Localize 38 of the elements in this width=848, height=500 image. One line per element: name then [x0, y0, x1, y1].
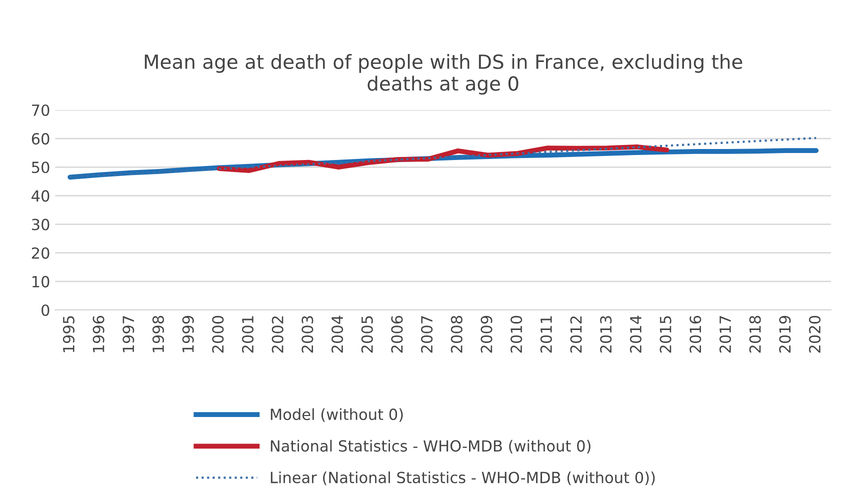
legend-label: National Statistics - WHO-MDB (without 0) — [270, 440, 590, 454]
x-tick-label: 1995 — [62, 316, 74, 352]
x-tick-label: 2004 — [332, 316, 344, 353]
y-tick-label: 70 — [32, 104, 50, 116]
legend-label: Model (without 0) — [270, 408, 403, 422]
x-tick-label: 2016 — [690, 316, 702, 353]
x-tick-label: 2011 — [540, 316, 552, 353]
x-tick-label: 1999 — [182, 316, 194, 352]
x-tick-label: 2017 — [719, 316, 732, 353]
x-tick-label: 2000 — [212, 316, 224, 353]
x-tick-label: 2009 — [480, 316, 492, 353]
x-tick-label: 2005 — [361, 316, 373, 353]
y-tick-label: 50 — [32, 162, 50, 174]
x-tick-label: 1998 — [152, 316, 164, 352]
y-tick-label: 20 — [32, 247, 50, 259]
x-tick-label: 2002 — [272, 316, 284, 353]
x-tick-label: 2007 — [421, 316, 433, 353]
y-tick-label: 30 — [32, 218, 50, 230]
y-tick-label: 10 — [32, 276, 50, 288]
x-tick-label: 2008 — [450, 316, 462, 353]
x-tick-label: 2014 — [630, 316, 642, 353]
y-tick-label: 40 — [32, 190, 50, 202]
x-tick-label: 2018 — [749, 316, 761, 353]
x-tick-label: 2001 — [242, 316, 254, 353]
y-tick-label: 60 — [32, 133, 50, 145]
y-tick-label: 0 — [42, 304, 50, 316]
x-tick-label: 2015 — [660, 316, 672, 353]
x-tick-label: 2019 — [779, 316, 791, 353]
x-tick-label: 2010 — [510, 316, 522, 353]
x-tick-label: 1997 — [122, 316, 134, 352]
x-tick-label: 2006 — [391, 316, 403, 353]
x-tick-label: 2012 — [570, 316, 582, 353]
legend-label: Linear (National Statistics - WHO-MDB (without 0)) — [270, 471, 655, 486]
x-tick-label: 2013 — [600, 316, 612, 353]
chart-title: Mean age at death of people with DS in France, excluding the deaths at age 0 — [144, 54, 742, 95]
x-tick-label: 2020 — [808, 316, 821, 353]
x-tick-label: 2003 — [302, 316, 314, 353]
x-tick-label: 1996 — [92, 316, 104, 352]
